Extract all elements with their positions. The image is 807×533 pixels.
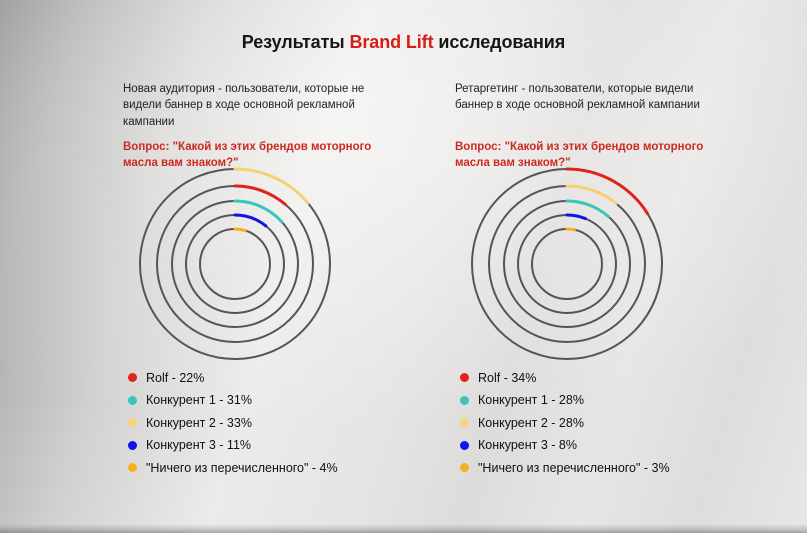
ring-arc bbox=[565, 213, 587, 221]
legend-label: Конкурент 3 - 8% bbox=[478, 438, 577, 452]
audience-description: Новая аудитория - пользователи, которые … bbox=[123, 83, 365, 128]
ring-chart-retargeting bbox=[471, 167, 663, 360]
legend-item: Конкурент 3 - 8% bbox=[460, 438, 670, 452]
title-suffix: исследования bbox=[433, 32, 566, 52]
legend-dot-competitor-3 bbox=[128, 440, 137, 450]
ring-arc bbox=[233, 213, 268, 228]
legend-item: "Ничего из перечисленного" - 3% bbox=[460, 460, 670, 475]
legend-item: "Ничего из перечисленного" - 4% bbox=[128, 460, 338, 475]
bottom-edge-shade bbox=[0, 524, 807, 533]
ring-arc bbox=[565, 199, 610, 218]
ring-circle bbox=[156, 185, 314, 343]
legend-label: Конкурент 1 - 31% bbox=[146, 393, 252, 407]
legend-dot-rolf bbox=[128, 373, 137, 382]
ring-arc bbox=[565, 227, 576, 232]
legend-label: Конкурент 2 - 28% bbox=[478, 415, 584, 430]
legend-label: Rolf - 22% bbox=[146, 370, 205, 385]
ring-arc bbox=[233, 184, 287, 206]
legend-dot-none bbox=[128, 463, 137, 472]
legend-item: Rolf - 22% bbox=[128, 370, 338, 385]
legend-item: Конкурент 3 - 11% bbox=[128, 438, 338, 452]
legend-label: Конкурент 3 - 11% bbox=[146, 438, 252, 452]
brand-lift-highlight: Brand Lift bbox=[349, 32, 434, 52]
ring-arc bbox=[565, 167, 650, 216]
legend-item: Rolf - 34% bbox=[460, 370, 670, 385]
page-title: Результаты Brand Lift исследования bbox=[0, 32, 807, 53]
legend: Rolf - 22% Конкурент 1 - 31% Конкурент 2… bbox=[128, 371, 338, 484]
legend-item: Конкурент 1 - 28% bbox=[460, 393, 670, 407]
panel-retargeting: Ретаргетинг - пользователи, которые виде… bbox=[455, 81, 755, 506]
ring-circle bbox=[488, 185, 646, 343]
ring-arc bbox=[233, 227, 247, 233]
legend-dot-rolf bbox=[460, 373, 469, 382]
legend-item: Конкурент 2 - 33% bbox=[128, 415, 338, 430]
legend: Rolf - 34% Конкурент 1 - 28% Конкурент 2… bbox=[460, 371, 670, 484]
ring-arc bbox=[565, 184, 618, 205]
ring-chart-new-audience bbox=[139, 167, 331, 360]
legend-label: Rolf - 34% bbox=[478, 370, 537, 385]
legend-dot-competitor-3 bbox=[460, 440, 469, 450]
legend-dot-competitor-2 bbox=[128, 418, 137, 427]
legend-label: Конкурент 2 - 33% bbox=[146, 415, 252, 430]
legend-dot-competitor-2 bbox=[460, 418, 469, 427]
ring-circle bbox=[531, 228, 603, 300]
legend-label: "Ничего из перечисленного" - 3% bbox=[478, 460, 670, 475]
ring-arc bbox=[233, 199, 284, 224]
legend-dot-competitor-1 bbox=[128, 395, 137, 405]
survey-question: Вопрос: "Какой из этих брендов моторного… bbox=[455, 141, 704, 170]
ring-circle bbox=[199, 228, 271, 300]
panel-new-audience: Новая аудитория - пользователи, которые … bbox=[123, 81, 423, 506]
title-prefix: Результаты bbox=[241, 32, 350, 52]
legend-item: Конкурент 2 - 28% bbox=[460, 415, 670, 430]
legend-dot-competitor-1 bbox=[460, 395, 469, 405]
ring-arc bbox=[233, 167, 310, 205]
audience-description: Ретаргетинг - пользователи, которые виде… bbox=[455, 83, 700, 112]
legend-dot-none bbox=[460, 463, 469, 472]
legend-item: Конкурент 1 - 31% bbox=[128, 393, 338, 407]
ring-circle bbox=[503, 200, 631, 328]
survey-question: Вопрос: "Какой из этих брендов моторного… bbox=[123, 141, 372, 170]
legend-label: Конкурент 1 - 28% bbox=[478, 393, 584, 407]
legend-label: "Ничего из перечисленного" - 4% bbox=[146, 460, 338, 475]
